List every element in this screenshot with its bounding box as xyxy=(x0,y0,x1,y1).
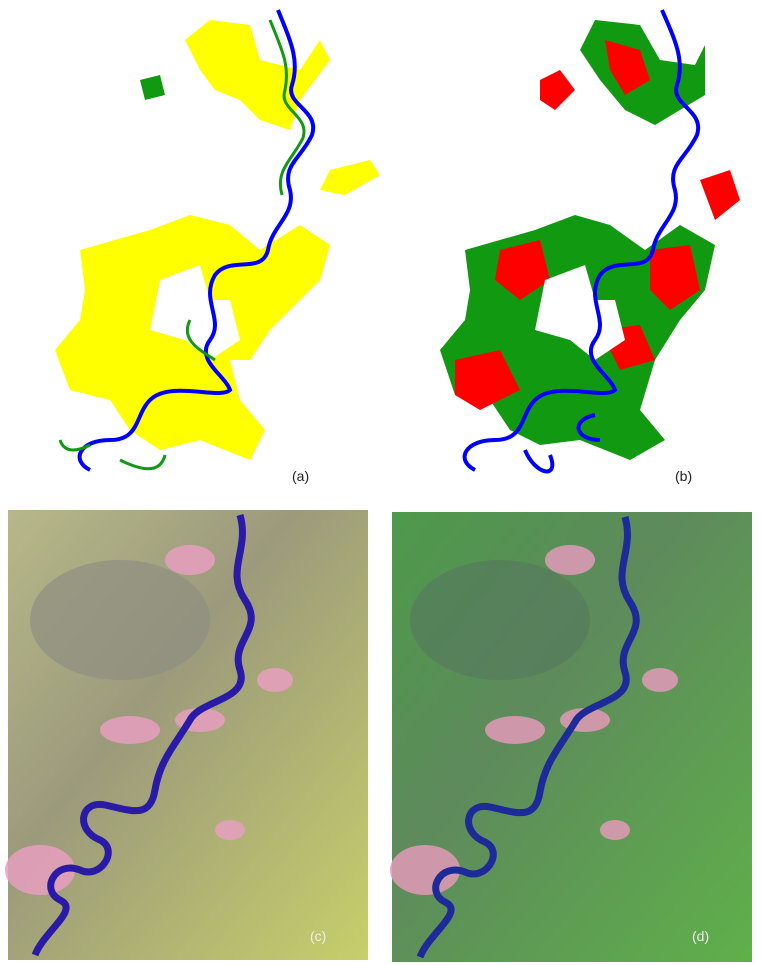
panel-label: (a) xyxy=(292,468,309,484)
dark-forest xyxy=(410,560,590,680)
red-scatter xyxy=(540,70,575,110)
yellow-region xyxy=(320,160,380,195)
panel-c: (c) xyxy=(5,510,368,960)
panel-d: (d) xyxy=(390,512,752,962)
panel-label: (c) xyxy=(310,928,326,944)
panel-label: (d) xyxy=(692,928,709,944)
green-patch xyxy=(140,75,165,100)
panel-b: (b) xyxy=(440,10,740,484)
haze xyxy=(30,560,210,680)
panel-a: (a) xyxy=(55,10,380,484)
panel-label: (b) xyxy=(675,468,692,484)
figure: (a) (b) (c) (d) xyxy=(0,0,762,965)
